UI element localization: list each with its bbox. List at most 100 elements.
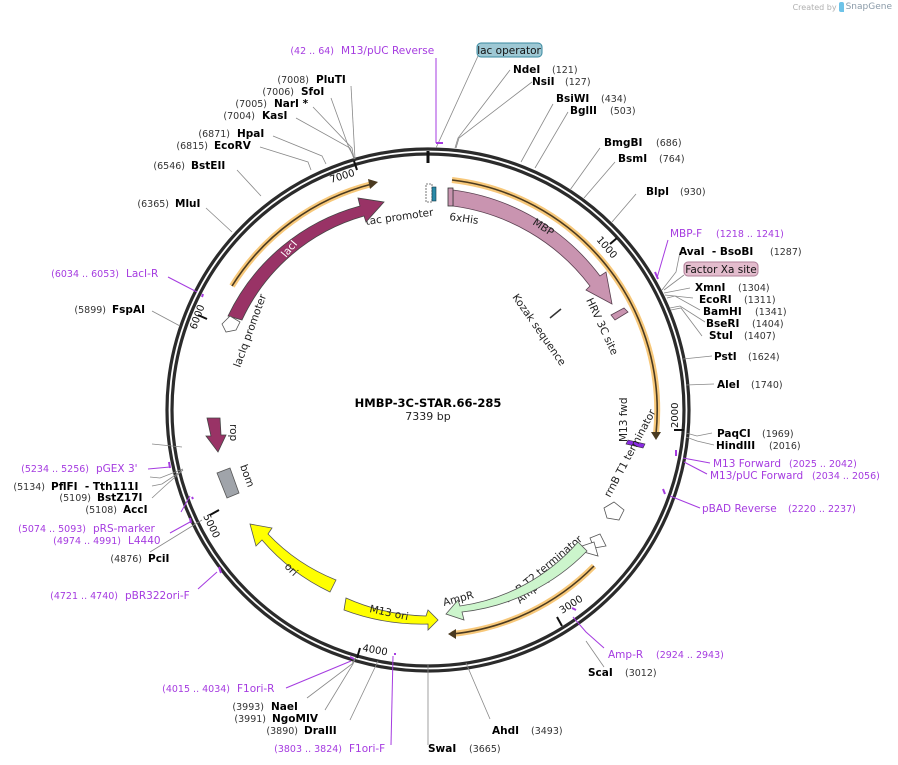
feature-label-m13-fwd: M13 fwd	[618, 397, 630, 442]
feature-rop[interactable]: rop	[205, 417, 239, 453]
svg-text:(5134): (5134)	[13, 482, 45, 493]
primer-amp-r[interactable]: Amp-R (2924 .. 2943)	[608, 649, 724, 661]
svg-text:SfoI: SfoI	[301, 86, 324, 98]
enzyme-xmni[interactable]: XmnI (1304)	[695, 282, 770, 294]
svg-text:(2924 .. 2943): (2924 .. 2943)	[656, 650, 724, 661]
enzyme-psti[interactable]: PstI (1624)	[714, 351, 780, 363]
enzyme-naei[interactable]: (3993) NaeI	[232, 701, 298, 713]
enzyme-bstz17i[interactable]: (5109) BstZ17I	[59, 492, 142, 504]
svg-text:(3665): (3665)	[469, 744, 501, 755]
primer-pbr322ori-f[interactable]: (4721 .. 4740) pBR322ori-F	[50, 590, 190, 602]
feature-label-6xhis: 6xHis	[449, 211, 480, 227]
svg-text:pGEX 3': pGEX 3'	[96, 463, 138, 475]
enzyme-scai[interactable]: ScaI (3012)	[588, 667, 657, 679]
enzyme-ndei[interactable]: NdeI (121)	[513, 64, 578, 76]
enzyme-bsiwi[interactable]: BsiWI (434)	[556, 93, 627, 105]
enzyme-paqci[interactable]: PaqCI (1969)	[717, 428, 794, 440]
enzyme-bmgbi[interactable]: BmgBI (686)	[604, 137, 682, 149]
primer-f1ori-f[interactable]: (3803 .. 3824) F1ori-F	[274, 743, 385, 755]
svg-text:(1341): (1341)	[755, 307, 787, 318]
feature-6xhis[interactable]: 6xHis	[447, 187, 480, 227]
svg-text:BamHI: BamHI	[703, 306, 742, 318]
enzyme-alei[interactable]: AleI (1740)	[717, 379, 783, 391]
enzyme-avai-bsobi[interactable]: AvaI - BsoBI (1287)	[679, 246, 802, 258]
primer-laci-r[interactable]: (6034 .. 6053) LacI-R	[51, 268, 158, 280]
enzyme-acci[interactable]: (5108) AccI	[85, 504, 147, 516]
svg-text:SwaI: SwaI	[428, 743, 456, 755]
feature-rrnb-t1[interactable]: rrnB T1 terminator	[602, 407, 659, 521]
svg-text:PaqCI: PaqCI	[717, 428, 751, 440]
feature-m13-ori[interactable]: M13 ori	[343, 597, 439, 631]
svg-text:BmgBI: BmgBI	[604, 137, 642, 149]
primer-mbp-f[interactable]: MBP-F (1218 .. 1241)	[670, 228, 784, 240]
feature-bom[interactable]: bom	[216, 463, 256, 499]
enzyme-ecori[interactable]: EcoRI (1311)	[699, 294, 776, 306]
lac-operator-label[interactable]: lac operator	[435, 42, 543, 149]
enzyme-stui[interactable]: StuI (1407)	[709, 330, 776, 342]
enzyme-bsmi[interactable]: BsmI (764)	[618, 153, 685, 165]
feature-label-rop: rop	[227, 424, 239, 442]
snapgene-credit: Created by SnapGene	[793, 2, 892, 12]
primer-prs-marker[interactable]: (5074 .. 5093) pRS-marker	[18, 523, 155, 535]
svg-text:(930): (930)	[680, 187, 706, 198]
enzyme-ngomiv[interactable]: (3991) NgoMIV	[234, 713, 318, 725]
svg-text:MBP-F: MBP-F	[670, 228, 702, 240]
svg-text:KasI: KasI	[262, 110, 287, 122]
svg-text:(2220 .. 2237): (2220 .. 2237)	[788, 504, 856, 515]
enzyme-bglii[interactable]: BglII (503)	[570, 105, 636, 117]
enzyme-kasi[interactable]: (7004) KasI	[223, 110, 287, 122]
svg-text:(6871): (6871)	[198, 129, 230, 140]
feature-ampr[interactable]: AmpR	[442, 541, 588, 621]
primer-l4440[interactable]: (4974 .. 4991) L4440	[53, 535, 160, 547]
svg-text:NaeI: NaeI	[271, 701, 298, 713]
svg-text:(2034 .. 2056): (2034 .. 2056)	[812, 471, 880, 482]
svg-text:BseRI: BseRI	[706, 318, 739, 330]
svg-text:DraIII: DraIII	[304, 725, 337, 737]
feature-ori[interactable]: ori	[249, 523, 337, 593]
svg-text:pBR322ori-F: pBR322ori-F	[125, 590, 190, 602]
factor-xa-site-label[interactable]: Factor Xa site	[663, 261, 759, 291]
feature-hrv-3c-site[interactable]: HRV 3C site	[583, 296, 629, 357]
enzyme-ahdi[interactable]: AhdI (3493)	[492, 725, 563, 737]
enzyme-pcii[interactable]: (4876) PciI	[110, 553, 169, 565]
enzyme-swai[interactable]: SwaI (3665)	[428, 743, 501, 755]
primer-m13-forward[interactable]: M13 Forward (2025 .. 2042)	[713, 458, 857, 470]
svg-text:F1ori-R: F1ori-R	[237, 683, 274, 695]
laci-orf-arrowhead	[368, 179, 378, 189]
enzyme-bsteii[interactable]: (6546) BstEII	[153, 160, 225, 172]
feature-m13-fwd[interactable]: M13 fwd	[618, 397, 646, 449]
primer-pgex-3[interactable]: (5234 .. 5256) pGEX 3'	[21, 463, 137, 475]
svg-text:(764): (764)	[659, 154, 685, 165]
enzyme-nari[interactable]: (7005) NarI *	[235, 98, 308, 110]
primer-f1ori-r[interactable]: (4015 .. 4034) F1ori-R	[162, 683, 274, 695]
primer-pbad-reverse[interactable]: pBAD Reverse (2220 .. 2237)	[702, 503, 856, 515]
enzyme-draiii[interactable]: (3890) DraIII	[266, 725, 336, 737]
enzyme-nsii[interactable]: NsiI (127)	[532, 76, 591, 88]
enzyme-blpi[interactable]: BlpI (930)	[646, 186, 706, 198]
enzyme-hpai[interactable]: (6871) HpaI	[198, 128, 264, 140]
primer-m13-puc-reverse[interactable]: (42 .. 64) M13/pUC Reverse	[290, 45, 434, 57]
svg-text:(6034 .. 6053): (6034 .. 6053)	[51, 269, 119, 280]
enzyme-bamhi[interactable]: BamHI (1341)	[703, 306, 787, 318]
svg-text:(3993): (3993)	[232, 702, 264, 713]
svg-text:BsiWI: BsiWI	[556, 93, 589, 105]
enzyme-hindiii[interactable]: HindIII (2016)	[716, 440, 801, 452]
enzyme-ecorv[interactable]: (6815) EcoRV	[176, 140, 251, 152]
enzyme-bseri[interactable]: BseRI (1404)	[706, 318, 784, 330]
enzyme-pluti[interactable]: (7008) PluTI	[277, 74, 345, 86]
svg-text:(6365): (6365)	[137, 199, 169, 210]
svg-text:Amp-R: Amp-R	[608, 649, 643, 661]
svg-text:(5899): (5899)	[74, 305, 106, 316]
feature-kozak[interactable]: Kozak sequence	[510, 292, 568, 368]
svg-text:AhdI: AhdI	[492, 725, 519, 737]
svg-text:(127): (127)	[565, 77, 591, 88]
orf-arcs	[229, 177, 661, 639]
enzyme-mlui[interactable]: (6365) MluI	[137, 198, 200, 210]
enzyme-pflfi-tth111i[interactable]: (5134) PflFI - Tth111I	[13, 481, 138, 493]
svg-text:MluI: MluI	[175, 198, 200, 210]
primer-m13-puc-forward[interactable]: M13/pUC Forward (2034 .. 2056)	[710, 470, 880, 482]
enzyme-fspai[interactable]: (5899) FspAI	[74, 304, 145, 316]
svg-text:NdeI: NdeI	[513, 64, 540, 76]
enzyme-sfoi[interactable]: (7006) SfoI	[262, 86, 324, 98]
